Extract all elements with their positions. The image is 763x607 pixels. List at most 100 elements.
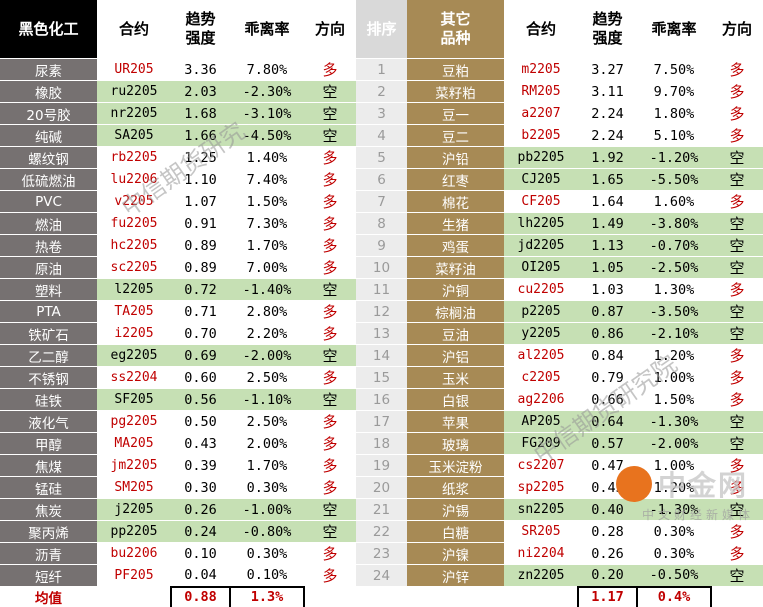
right-contract-code: jd2205: [504, 235, 578, 257]
right-contract-code: OI205: [504, 257, 578, 279]
left-trend-value: 0.56: [171, 389, 230, 411]
rank-number: 15: [356, 367, 407, 389]
right-product-name: 菜籽油: [407, 257, 504, 279]
left-contract-code: SA205: [97, 125, 171, 147]
left-direction: 多: [304, 543, 356, 565]
right-trend-value: 3.27: [578, 59, 637, 81]
right-product-name: 玉米淀粉: [407, 455, 504, 477]
right-trend-value: 2.24: [578, 103, 637, 125]
left-direction: 空: [304, 103, 356, 125]
left-deviation-value: 7.40%: [230, 169, 304, 191]
left-trend-value: 0.04: [171, 565, 230, 587]
left-product-name: 液化气: [0, 411, 97, 433]
rank-number: 14: [356, 345, 407, 367]
rank-number: 5: [356, 147, 407, 169]
left-deviation-value: 2.50%: [230, 367, 304, 389]
rank-number: 17: [356, 411, 407, 433]
left-contract-code: PF205: [97, 565, 171, 587]
left-contract-code: jm2205: [97, 455, 171, 477]
header-deviation-right: 乖离率: [637, 0, 711, 59]
left-product-name: 甲醇: [0, 433, 97, 455]
right-deviation-value: 1.30%: [637, 279, 711, 301]
right-contract-code: a2207: [504, 103, 578, 125]
left-trend-value: 0.89: [171, 235, 230, 257]
left-direction: 多: [304, 477, 356, 499]
left-trend-value: 1.68: [171, 103, 230, 125]
right-direction: 多: [711, 477, 763, 499]
left-product-name: 纯碱: [0, 125, 97, 147]
right-contract-code: sp2205: [504, 477, 578, 499]
right-trend-value: 0.47: [578, 455, 637, 477]
left-trend-value: 0.91: [171, 213, 230, 235]
left-trend-value: 0.89: [171, 257, 230, 279]
left-contract-code: ss2204: [97, 367, 171, 389]
header-direction-left: 方向: [304, 0, 356, 59]
right-trend-value: 0.28: [578, 521, 637, 543]
right-product-name: 红枣: [407, 169, 504, 191]
left-trend-value: 0.60: [171, 367, 230, 389]
left-trend-value: 1.07: [171, 191, 230, 213]
right-trend-value: 2.24: [578, 125, 637, 147]
left-deviation-value: 0.10%: [230, 565, 304, 587]
right-direction: 空: [711, 323, 763, 345]
right-direction: 空: [711, 257, 763, 279]
left-trend-value: 0.69: [171, 345, 230, 367]
right-direction: 空: [711, 565, 763, 587]
left-deviation-value: 1.40%: [230, 147, 304, 169]
left-product-name: PVC: [0, 191, 97, 213]
left-trend-value: 3.36: [171, 59, 230, 81]
header-contract-right: 合约: [504, 0, 578, 59]
left-contract-code: fu2205: [97, 213, 171, 235]
right-direction: 多: [711, 279, 763, 301]
right-contract-code: c2205: [504, 367, 578, 389]
rank-number: 10: [356, 257, 407, 279]
header-other: 其它品种: [407, 0, 504, 59]
left-deviation-value: -1.40%: [230, 279, 304, 301]
right-product-name: 玻璃: [407, 433, 504, 455]
left-product-name: 沥青: [0, 543, 97, 565]
left-product-name: 锰硅: [0, 477, 97, 499]
left-trend-value: 0.10: [171, 543, 230, 565]
left-deviation-value: 7.30%: [230, 213, 304, 235]
left-trend-value: 0.30: [171, 477, 230, 499]
rank-number: 23: [356, 543, 407, 565]
left-deviation-value: 2.20%: [230, 323, 304, 345]
rank-number: 22: [356, 521, 407, 543]
right-deviation-value: -2.00%: [637, 433, 711, 455]
rank-number: 3: [356, 103, 407, 125]
left-product-name: 乙二醇: [0, 345, 97, 367]
rank-number: 24: [356, 565, 407, 587]
right-direction: 多: [711, 543, 763, 565]
left-deviation-value: 2.80%: [230, 301, 304, 323]
right-product-name: 沪铜: [407, 279, 504, 301]
right-direction: 多: [711, 345, 763, 367]
right-contract-code: m2205: [504, 59, 578, 81]
left-product-name: PTA: [0, 301, 97, 323]
right-deviation-value: 1.50%: [637, 389, 711, 411]
rank-number: 16: [356, 389, 407, 411]
left-trend-value: 0.71: [171, 301, 230, 323]
left-trend-value: 0.50: [171, 411, 230, 433]
right-product-name: 菜籽粕: [407, 81, 504, 103]
left-direction: 多: [304, 411, 356, 433]
left-direction: 多: [304, 301, 356, 323]
header-trend-right: 趋势强度: [578, 0, 637, 59]
left-product-name: 热卷: [0, 235, 97, 257]
